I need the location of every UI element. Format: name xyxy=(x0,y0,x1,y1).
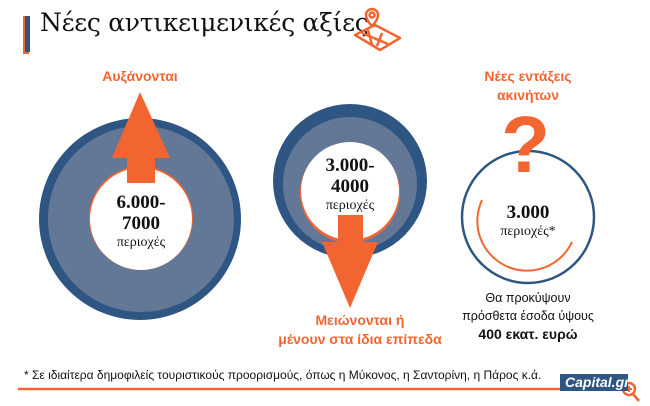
value-left-line2: 7000 xyxy=(122,213,160,234)
unit-middle: περιοχές xyxy=(325,198,375,213)
page-title: Νέες αντικειμενικές αξίες xyxy=(40,8,369,37)
revenue-note: Θα προκύψουν πρόσθετα έσοδα ύψους 400 εκ… xyxy=(448,289,608,343)
ring-right xyxy=(460,149,596,285)
footnote: * Σε ιδιαίτερα δημοφιλείς τουριστικούς π… xyxy=(24,368,542,382)
value-middle-line1: 3.000- xyxy=(325,155,375,176)
label-decrease-line2: μένουν στα ίδια επίπεδα xyxy=(278,331,442,347)
orange-arc-right xyxy=(476,199,573,272)
value-middle-line2: 4000 xyxy=(331,176,369,197)
value-left-line1: 6.000- xyxy=(116,192,166,213)
title-accent-bar-navy xyxy=(25,16,30,52)
label-new-line2: ακινήτων xyxy=(496,87,560,103)
label-decrease-line1: Μειώνονται ή xyxy=(315,312,405,328)
note-line1: Θα προκύψουν xyxy=(485,291,571,305)
label-decrease: Μειώνονται ή μένουν στα ίδια επίπεδα xyxy=(270,311,450,349)
label-increase: Αυξάνονται xyxy=(102,68,178,84)
value-right: 3.000 περιοχές* xyxy=(478,202,578,240)
center-disc-middle xyxy=(301,142,399,240)
label-new-line1: Νέες εντάξεις xyxy=(484,68,572,84)
arrow-down-icon xyxy=(322,215,378,308)
unit-right: περιοχές* xyxy=(500,224,556,239)
value-right-line1: 3.000 xyxy=(506,202,550,223)
value-left: 6.000- 7000 περιοχές xyxy=(91,192,191,251)
note-line2: πρόσθετα έσοδα ύψους xyxy=(462,309,594,323)
arrow-up-icon xyxy=(112,92,170,183)
capital-logo[interactable]: Capital.gr xyxy=(560,374,628,391)
question-mark-icon: ? xyxy=(501,100,550,189)
map-pin-icon xyxy=(353,7,402,52)
label-new-entries: Νέες εντάξεις ακινήτων xyxy=(448,67,608,105)
note-line3: 400 εκατ. ευρώ xyxy=(478,326,578,342)
center-disc-left xyxy=(90,168,192,270)
unit-left: περιοχές xyxy=(116,235,166,250)
value-middle: 3.000- 4000 περιοχές xyxy=(300,155,400,214)
